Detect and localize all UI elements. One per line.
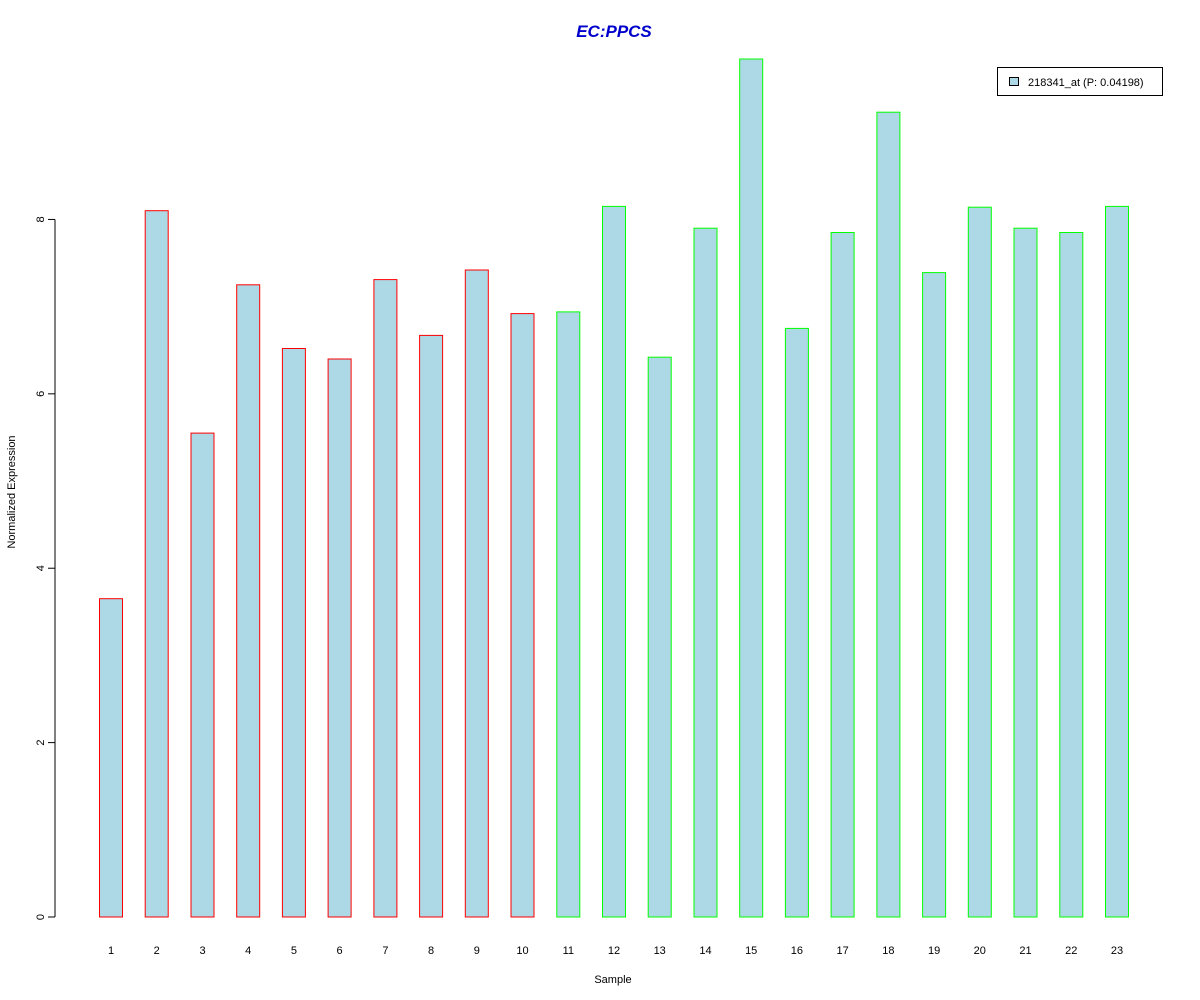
bar-sample-21 (1013, 227, 1038, 918)
y-tick-label: 6 (35, 391, 47, 397)
legend-box (997, 67, 1163, 96)
x-tick-label: 8 (428, 945, 434, 957)
bar-sample-9 (464, 269, 489, 918)
bar-sample-18 (876, 111, 901, 918)
y-tick-label: 0 (35, 914, 47, 920)
bar-sample-14 (693, 227, 718, 918)
x-tick-label: 11 (563, 945, 574, 957)
x-tick-label: 18 (882, 945, 894, 957)
bar-sample-6 (327, 358, 352, 918)
bar-sample-11 (556, 311, 581, 918)
x-tick-label: 7 (382, 945, 388, 957)
y-tick-label: 2 (35, 740, 47, 746)
y-tick-label: 4 (35, 565, 47, 571)
x-tick-label: 15 (745, 945, 757, 957)
y-axis: 0 2 4 6 8 (35, 216, 56, 920)
x-tick-label: 20 (974, 945, 986, 957)
chart-title: EC:PPCS (576, 22, 652, 41)
bar-sample-23 (1105, 205, 1129, 918)
y-tick-label: 8 (35, 216, 47, 222)
x-tick-label: 23 (1111, 945, 1123, 957)
bar-sample-4 (236, 284, 261, 918)
x-tick-label: 21 (1019, 945, 1031, 957)
legend-label: 218341_at (P: 0.04198) (1028, 77, 1144, 89)
x-tick-label: 9 (474, 945, 480, 957)
x-tick-label: 2 (154, 945, 160, 957)
x-tick-label: 10 (516, 945, 528, 957)
bar-sample-16 (784, 327, 809, 918)
bar-sample-7 (373, 279, 398, 918)
bar-sample-2 (144, 210, 169, 918)
bar-sample-15 (739, 58, 764, 918)
bar-sample-19 (922, 272, 947, 918)
bar-sample-3 (190, 432, 215, 918)
x-tick-label: 13 (654, 945, 666, 957)
bar-sample-13 (647, 356, 672, 918)
bar-sample-10 (510, 313, 535, 918)
x-tick-label: 19 (928, 945, 940, 957)
bar-sample-20 (967, 206, 992, 918)
bar-sample-22 (1059, 232, 1084, 918)
bar-sample-8 (419, 334, 444, 918)
legend-swatch (1009, 77, 1019, 86)
bar-sample-1 (99, 598, 123, 918)
bar-sample-17 (830, 232, 855, 918)
bar-sample-12 (602, 205, 626, 918)
y-axis-label: Normalized Expression (6, 435, 18, 548)
x-tick-label: 16 (791, 945, 803, 957)
x-tick-label: 17 (836, 945, 848, 957)
x-tick-label: 6 (337, 945, 343, 957)
x-axis-label: Sample (594, 974, 631, 986)
x-tick-label: 4 (245, 945, 251, 957)
bars-group (99, 58, 1129, 918)
x-tick-label: 14 (699, 945, 711, 957)
x-tick-label: 1 (108, 945, 114, 957)
x-tick-label: 22 (1065, 945, 1077, 957)
x-tick-label: 3 (199, 945, 205, 957)
legend: 218341_at (P: 0.04198) (997, 67, 1163, 96)
x-tick-label: 12 (608, 945, 620, 957)
bar-sample-5 (281, 348, 306, 918)
x-tick-label: 5 (291, 945, 297, 957)
x-tick-labels: 1 2 3 4 5 6 7 8 9 10 11 12 13 14 15 16 17 18 19 20 21 22 23 (108, 945, 1123, 957)
